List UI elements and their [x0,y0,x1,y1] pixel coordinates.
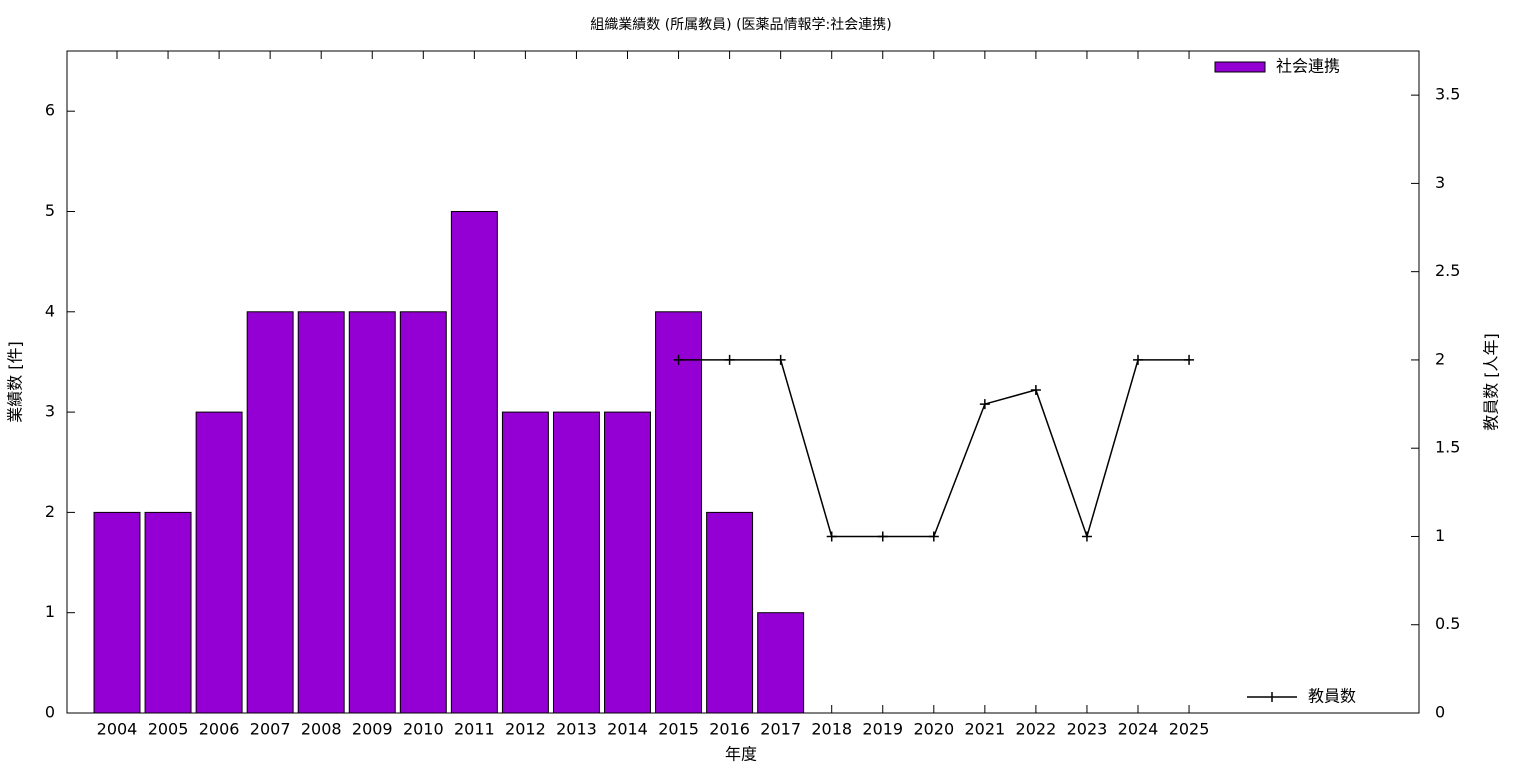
y2-tick-label: 3.5 [1435,85,1460,104]
x-tick-label: 2015 [658,720,699,739]
bar [297,311,345,714]
x-tick-label: 2024 [1118,720,1159,739]
bar [604,411,651,714]
bar [757,612,805,714]
y2-tick-label: 0.5 [1435,614,1460,633]
bar [399,311,447,714]
bar [655,311,703,714]
x-axis-label: 年度 [725,745,757,764]
y-tick-label: 4 [45,301,55,320]
point [928,531,939,542]
y2-tick-label: 0 [1435,703,1445,722]
y2-tick-label: 1.5 [1435,438,1460,457]
bar [195,411,243,714]
point [1081,531,1092,542]
y-tick-label: 6 [45,101,55,120]
point [673,354,684,365]
y2-tick-label: 1 [1435,526,1445,545]
x-tick-label: 2009 [352,720,393,739]
x-tick-label: 2013 [556,720,597,739]
point [775,354,786,365]
chart-title: 組織業績数 (所属教員) (医薬品情報学:社会連携) [590,17,891,33]
point [1133,354,1143,365]
x-tick-label: 2004 [97,720,138,739]
y2-axis-label: 教員数 [人年] [1482,333,1501,431]
x-tick-label: 2018 [811,720,852,739]
bar [450,210,498,714]
point [1184,354,1195,365]
x-tick-label: 2011 [454,720,495,739]
legend-label: 社会連携 [1276,57,1340,76]
x-tick-label: 2005 [148,720,189,739]
point [877,531,888,542]
point [724,354,735,365]
x-tick-label: 2017 [760,720,801,739]
x-tick-label: 2016 [709,720,750,739]
point [1030,384,1041,395]
y-tick-label: 0 [45,703,55,722]
y-tick-label: 1 [45,602,55,621]
bar [552,411,600,714]
x-tick-label: 2019 [862,720,903,739]
x-tick-label: 2020 [913,720,954,739]
legend-label: 教員数 [1308,687,1356,706]
x-tick-label: 2021 [964,720,1005,739]
y-tick-label: 2 [45,502,55,521]
y-axis-label: 業績数 [件] [6,341,25,423]
x-tick-label: 2007 [250,720,291,739]
x-tick-label: 2023 [1067,720,1108,739]
bar [246,311,294,714]
y-tick-label: 3 [45,402,55,421]
point [826,531,837,542]
y2-tick-label: 3 [1435,173,1445,192]
x-tick-label: 2025 [1169,720,1210,739]
x-tick-label: 2014 [607,720,648,739]
x-tick-label: 2012 [505,720,546,739]
bar [706,511,754,714]
line [678,359,1190,539]
bar [348,311,396,714]
x-tick-label: 2008 [301,720,342,739]
x-tick-label: 2022 [1016,720,1057,739]
point [979,399,990,410]
bar [501,411,549,714]
y2-tick-label: 2 [1435,349,1445,368]
bar [144,511,192,714]
x-tick-label: 2010 [403,720,444,739]
bar [93,511,141,714]
legend-swatch [1214,61,1266,73]
y2-tick-label: 2.5 [1435,261,1460,280]
y-tick-label: 5 [45,201,55,220]
x-tick-label: 2006 [199,720,240,739]
